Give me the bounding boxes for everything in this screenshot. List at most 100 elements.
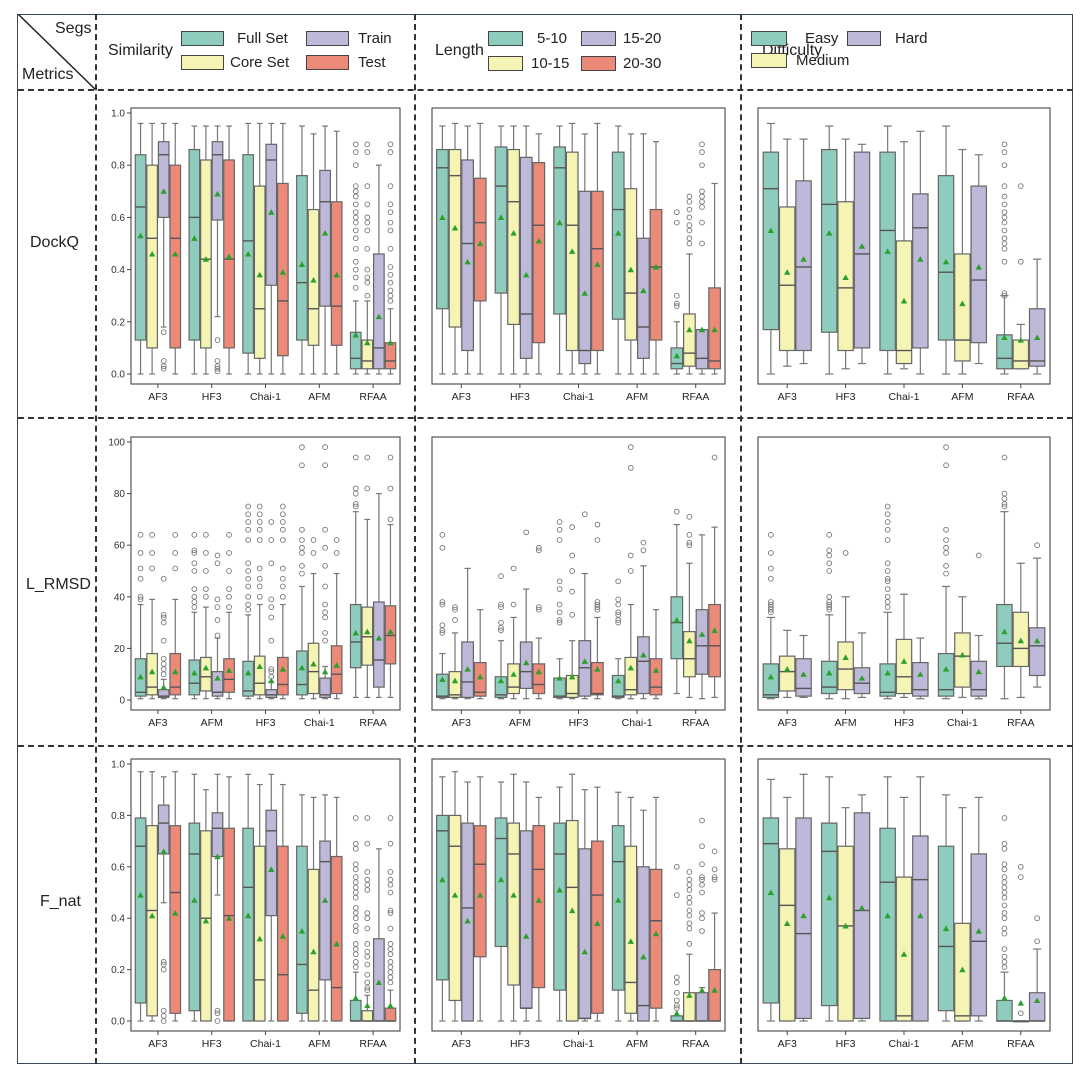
box-body	[157, 804, 170, 855]
outlier-point	[322, 609, 328, 616]
outlier-point	[364, 141, 371, 148]
outlier-point	[352, 815, 359, 821]
col-divider-2	[740, 14, 742, 1064]
mean-marker	[581, 948, 588, 955]
box-hard	[1028, 258, 1046, 375]
legend-label: 10-15	[531, 55, 570, 72]
outlier-point	[627, 568, 634, 574]
mean-marker	[202, 256, 210, 262]
outlier-point	[387, 298, 394, 304]
mean-marker	[800, 912, 807, 919]
y-tick-label: 0.8	[111, 161, 125, 172]
y-tick-label: 0.6	[111, 862, 125, 873]
box-body	[169, 164, 182, 349]
box-body	[820, 822, 838, 1007]
outlier-point	[310, 550, 317, 556]
box-15-20	[461, 125, 474, 375]
legend-title: Similarity	[108, 42, 173, 59]
outlier-point	[203, 568, 209, 574]
box-body	[611, 151, 625, 320]
outlier-point	[640, 547, 647, 554]
outlier-point	[439, 599, 446, 605]
outlier-point	[556, 601, 563, 608]
mean-marker	[268, 677, 275, 684]
outlier-point	[352, 258, 359, 265]
y-tick-label: 0.6	[111, 213, 125, 224]
mean-marker	[858, 904, 866, 911]
box-body	[330, 855, 343, 1022]
outlier-point	[245, 526, 251, 533]
box-body	[296, 650, 308, 696]
mean-marker	[959, 966, 966, 973]
box-train	[373, 164, 385, 375]
outlier-point	[1034, 542, 1041, 549]
outlier-point	[387, 881, 394, 888]
mean-marker	[321, 897, 329, 903]
box-medium	[1012, 863, 1030, 1023]
box-core-set	[146, 771, 158, 1022]
outlier-point	[1034, 915, 1041, 922]
outlier-point	[149, 565, 155, 572]
mean-marker	[387, 1002, 394, 1009]
box-20-30	[708, 182, 721, 375]
outlier-point	[943, 444, 949, 451]
mean-marker	[510, 230, 517, 236]
box-15-20	[461, 567, 474, 700]
box-core-set	[361, 454, 374, 699]
box-5-10	[436, 532, 449, 700]
outlier-point	[352, 274, 359, 281]
mean-marker	[581, 290, 588, 296]
mean-marker	[900, 951, 908, 957]
outlier-point	[333, 550, 340, 556]
box-full-set	[296, 125, 308, 375]
mean-marker	[1017, 637, 1024, 644]
outlier-point	[214, 365, 221, 372]
outlier-point	[673, 303, 680, 309]
outlier-point	[352, 227, 359, 234]
mean-marker	[942, 925, 950, 932]
outlier-point	[884, 519, 891, 525]
chart-dockq-length: AF3 HF3 Chai-1 AFM RFAA	[431, 107, 726, 403]
mean-marker	[310, 660, 317, 667]
outlier-point	[498, 619, 504, 626]
mean-marker	[767, 673, 775, 680]
mean-marker	[826, 669, 833, 676]
box-body	[590, 190, 604, 352]
mean-marker	[497, 677, 505, 684]
mean-marker	[364, 1002, 371, 1009]
outlier-point	[535, 606, 542, 613]
box-body	[937, 652, 955, 697]
box-body	[1028, 992, 1046, 1022]
row-label-l-rmsd: L_RMSD	[26, 576, 91, 593]
legend-label: 5-10	[537, 30, 568, 47]
outlier-point	[172, 565, 179, 572]
outlier-point	[1001, 845, 1008, 852]
mean-marker	[298, 664, 306, 671]
box-easy	[879, 125, 896, 375]
outlier-point	[556, 586, 563, 592]
outlier-point	[1001, 964, 1008, 970]
box-5-10	[436, 776, 449, 1022]
box-body	[553, 822, 567, 991]
outlier-point	[322, 630, 328, 636]
box-5-10	[670, 209, 684, 375]
box-hard	[795, 138, 812, 365]
mean-marker	[298, 261, 306, 267]
mean-marker	[1001, 994, 1008, 1001]
x-tick-label: RFAA	[359, 391, 386, 403]
mean-marker	[268, 209, 275, 215]
outlier-point	[699, 843, 705, 850]
mean-marker	[535, 897, 542, 903]
outlier-point	[245, 568, 251, 574]
outlier-point	[364, 987, 371, 994]
box-medium	[837, 138, 854, 370]
box-body	[670, 596, 684, 660]
box-medium	[895, 141, 913, 370]
outlier-point	[299, 570, 305, 577]
mean-marker	[279, 933, 287, 939]
outlier-point	[884, 560, 891, 567]
outlier-point	[364, 227, 371, 234]
box-core-set	[307, 796, 320, 1022]
mean-marker	[451, 224, 459, 231]
box-body	[937, 175, 955, 341]
